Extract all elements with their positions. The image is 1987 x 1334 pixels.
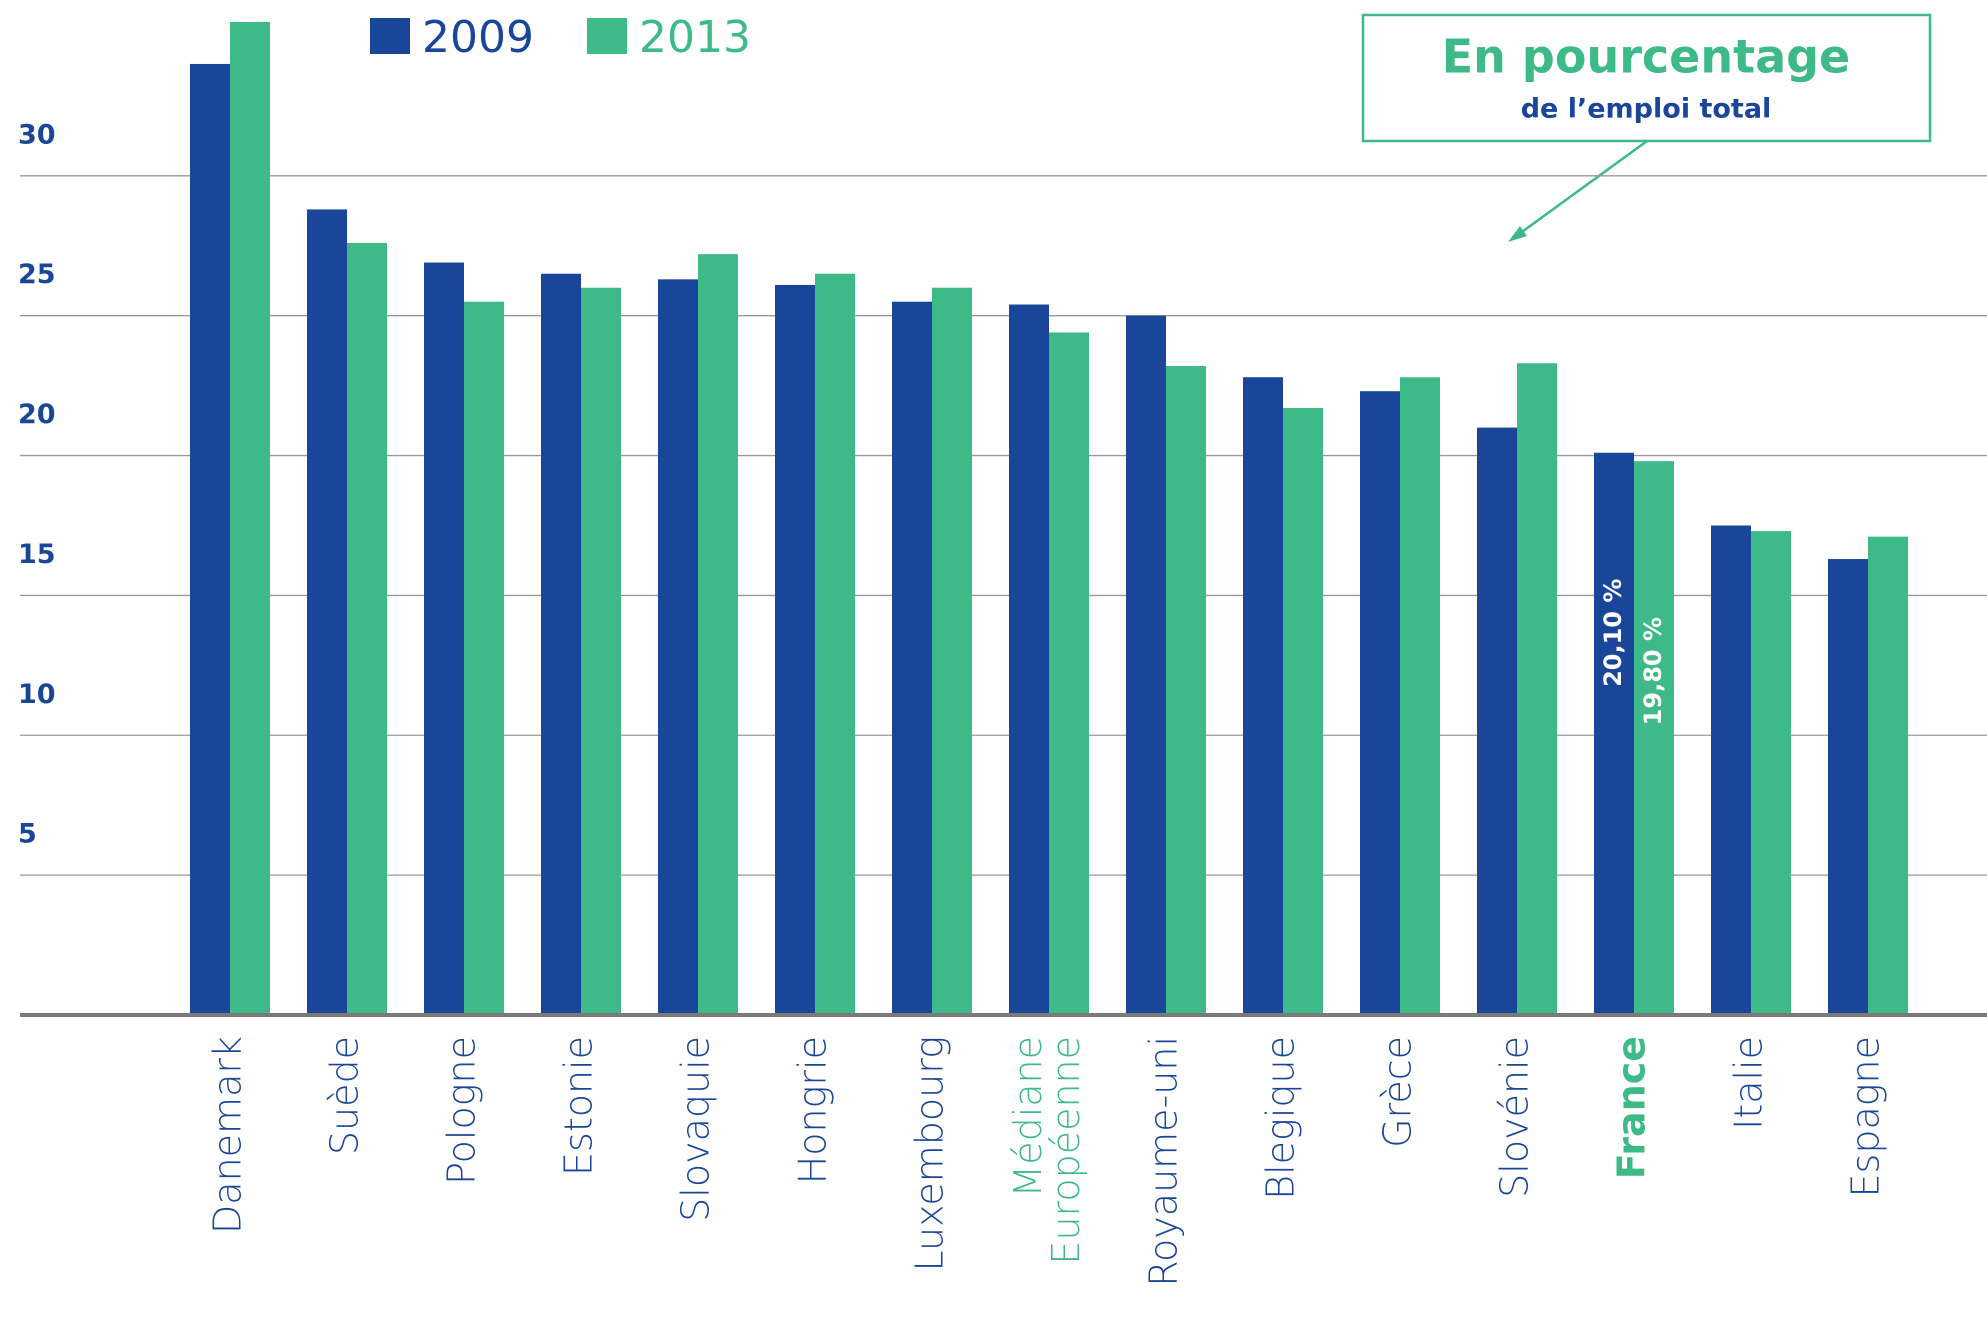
value-label: 20,10 % xyxy=(1599,579,1627,687)
y-tick-label: 20 xyxy=(18,399,56,430)
bar xyxy=(347,242,387,1015)
bar xyxy=(1517,363,1557,1016)
bar xyxy=(1400,377,1440,1015)
legend-label: 2013 xyxy=(639,12,751,63)
bar xyxy=(892,301,932,1015)
bar xyxy=(307,209,347,1015)
x-tick-label: Italie xyxy=(1727,1036,1771,1130)
annotation-subtitle: de l’emploi total xyxy=(1521,94,1772,125)
x-tick-label: Danemark xyxy=(206,1036,250,1234)
x-tick-label: France xyxy=(1610,1036,1654,1179)
bar xyxy=(1360,391,1400,1015)
bar xyxy=(190,63,230,1015)
bar xyxy=(1126,315,1166,1015)
x-tick-label: Blegique xyxy=(1259,1036,1303,1200)
bar xyxy=(815,273,855,1016)
bar xyxy=(932,287,972,1015)
value-label: 19,80 % xyxy=(1639,617,1667,725)
bar xyxy=(1166,366,1206,1015)
bar xyxy=(424,262,464,1015)
x-tick-label: Royaume-uni xyxy=(1142,1036,1186,1287)
y-tick-label: 10 xyxy=(18,679,56,710)
bar xyxy=(1243,377,1283,1015)
bar xyxy=(1049,332,1089,1015)
bar xyxy=(1283,408,1323,1015)
bar xyxy=(1009,304,1049,1015)
x-tick-label: Slovénie xyxy=(1493,1036,1537,1198)
x-tick-label: Espagne xyxy=(1844,1036,1888,1197)
y-tick-label: 15 xyxy=(18,539,56,570)
annotation-title: En pourcentage xyxy=(1442,30,1851,84)
bar xyxy=(658,279,698,1015)
bar xyxy=(1477,427,1517,1015)
bar xyxy=(464,301,504,1015)
y-tick-label: 30 xyxy=(18,119,56,150)
x-tick-label: Luxembourg xyxy=(908,1036,952,1272)
bar xyxy=(541,273,581,1016)
bar xyxy=(1594,452,1634,1016)
annotation-arrow xyxy=(1514,139,1648,239)
y-tick-label: 25 xyxy=(18,259,56,290)
bar xyxy=(775,284,815,1015)
x-tick-label: Hongrie xyxy=(791,1036,835,1184)
x-tick-label: Grèce xyxy=(1376,1036,1420,1148)
legend-swatch xyxy=(370,18,410,54)
bar xyxy=(1751,531,1791,1015)
legend-swatch xyxy=(587,18,627,54)
bar xyxy=(581,287,621,1015)
x-tick-label: Pologne xyxy=(440,1036,484,1185)
x-tick-label: MédianeEuropéenne xyxy=(1006,1036,1088,1265)
bar xyxy=(1868,536,1908,1015)
bar xyxy=(1634,461,1674,1015)
x-tick-label: Suède xyxy=(323,1036,367,1155)
bar xyxy=(1711,525,1751,1015)
legend-label: 2009 xyxy=(422,12,534,63)
x-tick-label: Estonie xyxy=(557,1036,601,1176)
bar xyxy=(230,21,270,1016)
y-tick-label: 5 xyxy=(18,819,37,850)
bar xyxy=(698,254,738,1016)
bar xyxy=(1828,559,1868,1015)
x-tick-label: Slovaquie xyxy=(674,1036,718,1222)
arrow-head xyxy=(1508,226,1527,242)
